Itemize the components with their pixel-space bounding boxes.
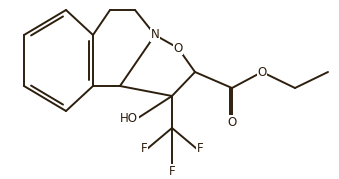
Text: N: N xyxy=(151,28,159,42)
Text: O: O xyxy=(173,42,183,54)
Text: HO: HO xyxy=(120,112,138,125)
Text: O: O xyxy=(227,115,237,129)
Text: F: F xyxy=(140,142,147,156)
Text: O: O xyxy=(257,66,267,79)
Text: F: F xyxy=(169,165,175,178)
Text: F: F xyxy=(197,142,204,156)
